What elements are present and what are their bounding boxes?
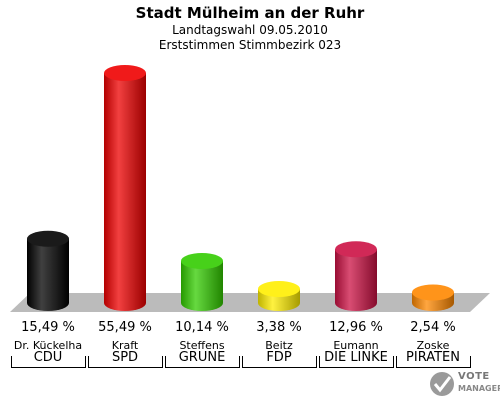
category-bracket (11, 356, 86, 368)
chart-title: Stadt Mülheim an der Ruhr (135, 4, 365, 22)
category-bracket (242, 356, 317, 368)
ballot-check-icon (430, 372, 454, 396)
bar-cdu (27, 238, 69, 311)
value-label: 15,49 % (21, 320, 75, 335)
logo-text: VOTE (458, 371, 490, 382)
category-bracket (319, 356, 394, 368)
bar-cap (412, 284, 454, 301)
party-label: DIE LINKE (324, 350, 388, 365)
value-label: 55,49 % (98, 320, 152, 335)
bar-chart (10, 65, 490, 312)
party-label: PIRATEN (406, 350, 460, 365)
bar-cap (258, 280, 300, 297)
party-label: GRÜNE (178, 350, 226, 365)
party-label: SPD (111, 350, 139, 365)
value-label: 12,96 % (329, 320, 383, 335)
candidate-label: Beitz (265, 339, 293, 352)
category-bracket (165, 356, 240, 368)
bar-cap (104, 65, 146, 81)
bar-cap (27, 230, 69, 247)
logo-subtext: MANAGER (458, 384, 500, 393)
chart-subtitle: Landtagswahl 09.05.2010 (172, 23, 328, 37)
category-bracket (88, 356, 163, 368)
candidate-label: Steffens (179, 339, 225, 352)
bar-spd (104, 73, 146, 311)
value-label: 3,38 % (256, 320, 302, 335)
bar-die-linke (335, 249, 377, 311)
value-label: 2,54 % (410, 320, 456, 335)
bar-gr-ne (181, 260, 223, 311)
candidate-label: Eumann (333, 339, 379, 352)
value-label: 10,14 % (175, 320, 229, 335)
party-label: CDU (33, 350, 63, 365)
candidate-label: Zoske (416, 339, 450, 352)
candidate-label: Dr. Kückelha (13, 339, 83, 352)
chart-subtitle-2: Erststimmen Stimmbezirk 023 (158, 38, 342, 52)
candidate-label: Kraft (111, 339, 139, 352)
category-bracket (396, 356, 471, 368)
bar-cap (335, 241, 377, 258)
party-label: FDP (266, 350, 292, 365)
bar-cap (181, 252, 223, 269)
